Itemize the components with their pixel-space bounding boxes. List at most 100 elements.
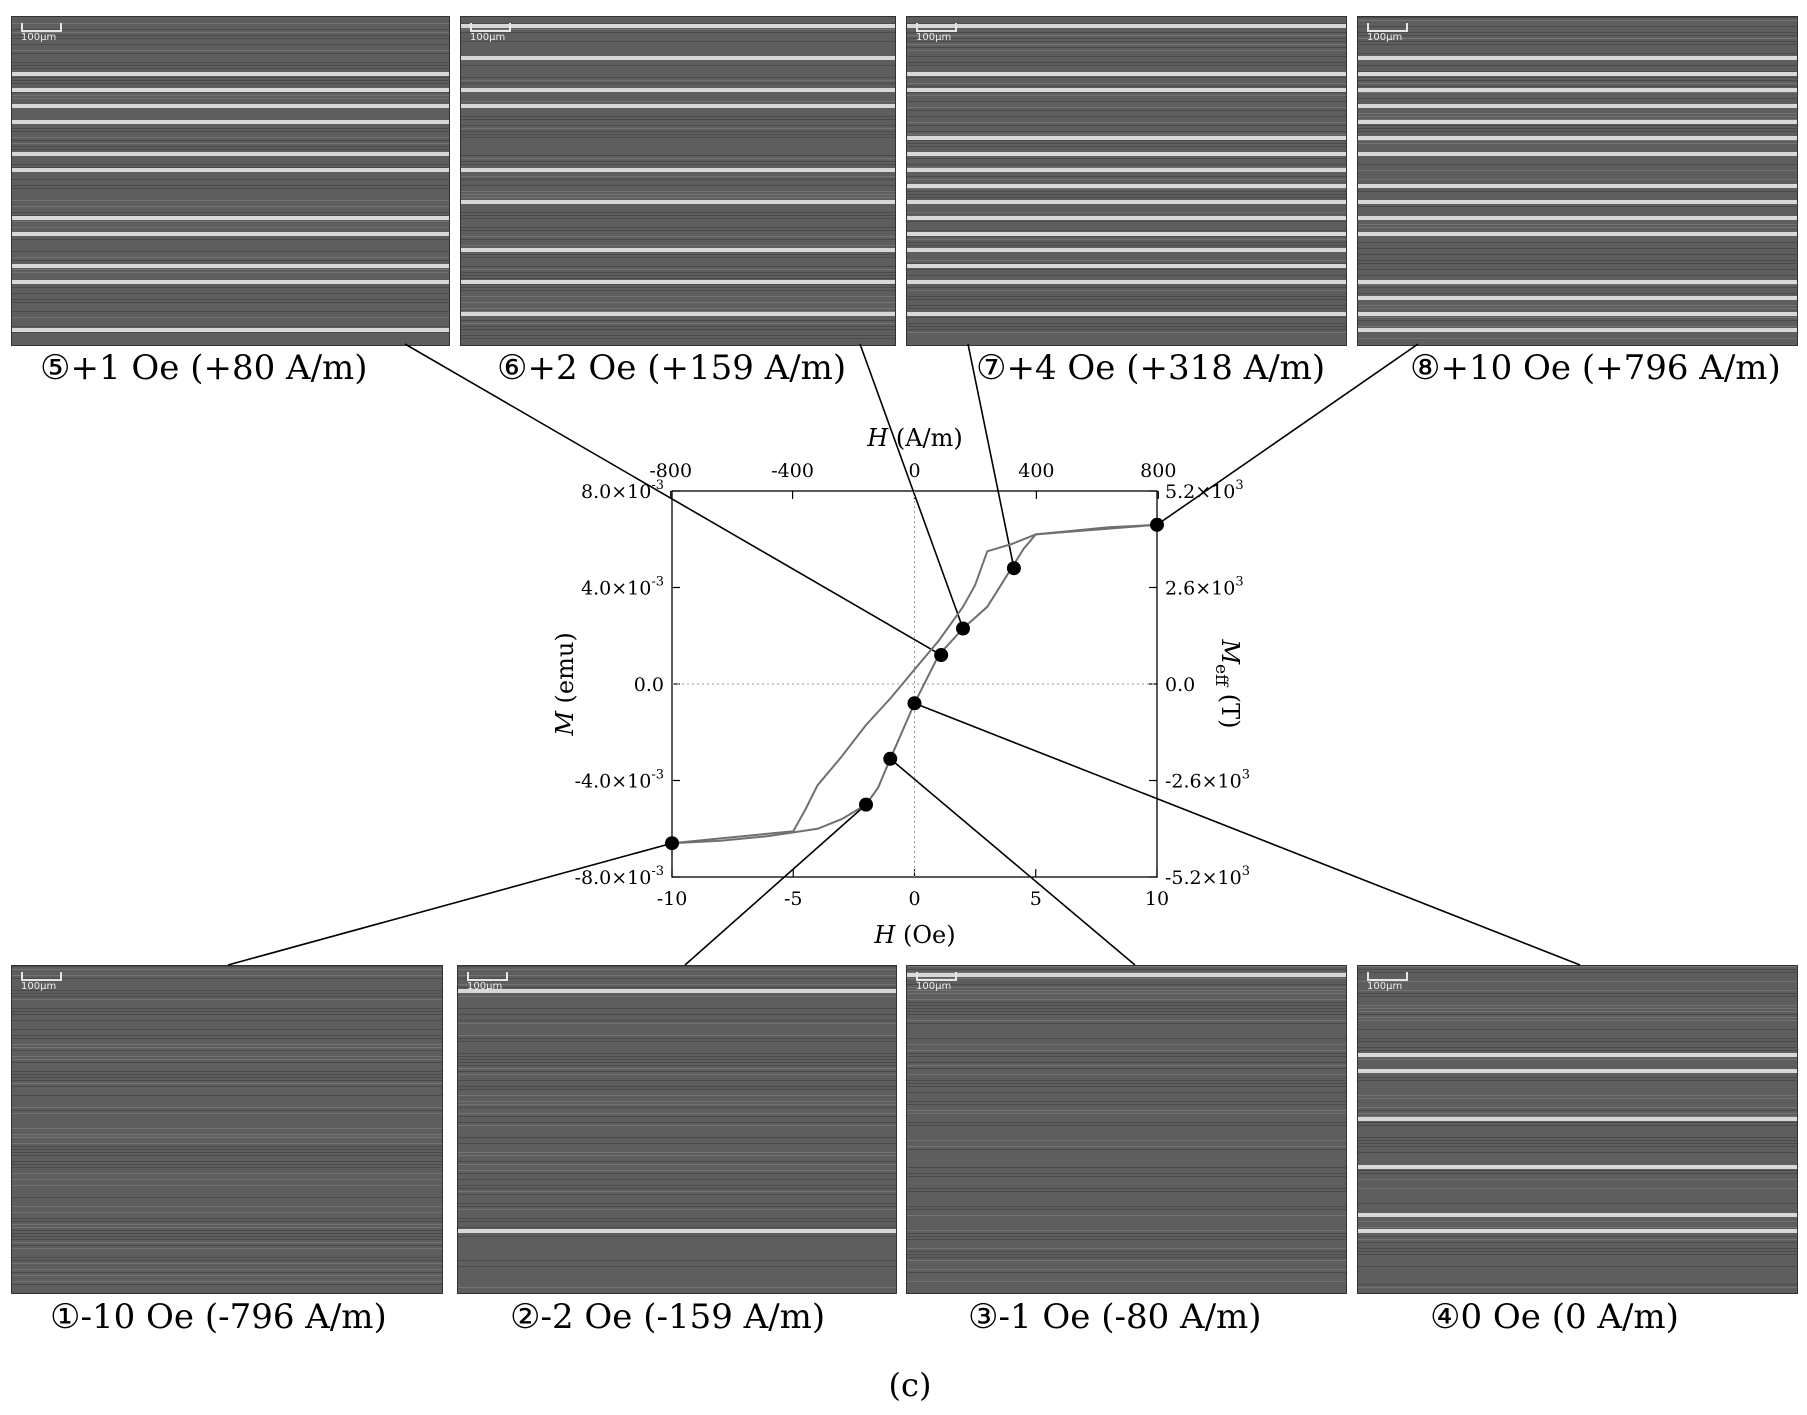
stripe-pattern: [461, 17, 895, 345]
stripe-pattern: [458, 966, 896, 1293]
bright-stripe: [907, 72, 1346, 76]
bright-stripe: [1358, 72, 1797, 76]
bright-stripe: [1358, 216, 1797, 220]
zero-lines: [672, 491, 1157, 877]
connector-p1: [227, 842, 673, 966]
connector-p6: [859, 343, 964, 629]
bright-stripe: [461, 24, 895, 28]
bright-stripe: [907, 184, 1346, 188]
bright-stripe: [907, 216, 1346, 220]
figure-label: (c): [888, 1366, 932, 1404]
stripe-pattern: [907, 966, 1346, 1293]
bright-stripe: [12, 72, 449, 76]
scale-label: 100μm: [470, 32, 506, 43]
bright-stripe: [1358, 1165, 1797, 1169]
bright-stripe: [907, 280, 1346, 284]
marker-p2: [859, 797, 873, 812]
caption-p8: ⑧+10 Oe (+796 A/m): [1410, 348, 1781, 388]
x-tick-label-top: -800: [649, 460, 692, 482]
bright-stripe: [907, 136, 1346, 140]
caption-p4: ④0 Oe (0 A/m): [1430, 1297, 1679, 1337]
y-tick-label-left: -8.0×10-3: [575, 864, 664, 889]
domain-image-p1: 100μm: [11, 965, 443, 1294]
scale-label: 100μm: [916, 981, 952, 992]
x-tick-label-bottom: -10: [657, 888, 688, 910]
bright-stripe: [907, 24, 1346, 28]
bright-stripe: [1358, 296, 1797, 300]
marker-p1: [665, 836, 679, 851]
domain-image-p7: 100μm: [906, 16, 1347, 346]
scale-bar: [21, 23, 62, 32]
bright-stripe: [907, 200, 1346, 204]
plot-frame: [671, 490, 1158, 878]
marker-p8: [1150, 517, 1164, 532]
bright-stripe: [907, 312, 1346, 316]
caption-p2: ②-2 Oe (-159 A/m): [510, 1297, 826, 1337]
axis-labels: H (A/m) H (Oe) M (emu) Meff (T): [551, 424, 1244, 949]
bright-stripe: [1358, 152, 1797, 156]
bright-stripe: [1358, 312, 1797, 316]
scale-label: 100μm: [21, 981, 57, 992]
bright-stripe: [1358, 200, 1797, 204]
bright-stripe: [461, 56, 895, 60]
caption-p3: ③-1 Oe (-80 A/m): [968, 1297, 1262, 1337]
caption-p1: ①-10 Oe (-796 A/m): [50, 1297, 387, 1337]
bright-stripe: [1358, 1117, 1797, 1121]
caption-p5: ⑤+1 Oe (+80 A/m): [40, 348, 368, 388]
bright-stripe: [12, 168, 449, 172]
y-tick-label-left: 8.0×10-3: [581, 478, 664, 503]
caption-p7: ⑦+4 Oe (+318 A/m): [976, 348, 1326, 388]
domain-image-p8: 100μm: [1357, 16, 1798, 346]
scale-bar: [916, 23, 957, 32]
bright-stripe: [907, 88, 1346, 92]
x-tick-label-bottom: 5: [1030, 888, 1042, 910]
bright-stripe: [458, 989, 896, 993]
bright-stripe: [461, 248, 895, 252]
bright-stripe: [461, 88, 895, 92]
caption-p6: ⑥+2 Oe (+159 A/m): [497, 348, 847, 388]
x-axis-label-bottom: H (Oe): [873, 921, 955, 949]
marker-p5: [934, 648, 949, 663]
x-tick-label-bottom: 10: [1145, 888, 1169, 910]
bright-stripe: [1358, 1069, 1797, 1073]
connector-p4: [914, 702, 1581, 966]
bright-stripe: [907, 248, 1346, 252]
connector-p2: [684, 804, 867, 966]
bright-stripe: [461, 312, 895, 316]
y-tick-label-left: -4.0×10-3: [575, 768, 664, 793]
bright-stripe: [458, 1229, 896, 1233]
bright-stripe: [1358, 328, 1797, 332]
x-tick-label-bottom: -5: [784, 888, 803, 910]
markers: [665, 517, 1164, 851]
bright-stripe: [1358, 184, 1797, 188]
marker-p4: [907, 696, 922, 711]
y-tick-label-right: 2.6×103: [1165, 575, 1244, 600]
scale-bar: [470, 23, 511, 32]
connector-p8: [1156, 343, 1419, 526]
x-tick-label-top: 400: [1018, 460, 1054, 482]
bright-stripe: [12, 328, 449, 332]
x-tick-label-top: 0: [908, 460, 920, 482]
scale-bar: [916, 972, 957, 981]
domain-image-p3: 100μm: [906, 965, 1347, 1294]
domain-image-p4: 100μm: [1357, 965, 1798, 1294]
bright-stripe: [461, 280, 895, 284]
bright-stripe: [461, 168, 895, 172]
stripe-pattern: [907, 17, 1346, 345]
tick-labels: -10 -5 0 5 10 -800 -400 0 400 800 8.0×10-3 4.0×10-3…: [575, 460, 1250, 910]
stripe-pattern: [12, 966, 442, 1293]
stripe-pattern: [1358, 966, 1797, 1293]
bright-stripe: [12, 216, 449, 220]
bright-stripe: [1358, 280, 1797, 284]
bright-stripe: [907, 973, 1346, 977]
bright-stripe: [12, 120, 449, 124]
bright-stripe: [907, 232, 1346, 236]
x-tick-label-top: 800: [1140, 460, 1176, 482]
scale-label: 100μm: [916, 32, 952, 43]
y-tick-label-left: 0.0: [634, 674, 664, 696]
y-tick-label-right: 5.2×103: [1165, 478, 1244, 503]
connector-p5: [404, 343, 942, 656]
bright-stripe: [1358, 136, 1797, 140]
bright-stripe: [907, 168, 1346, 172]
bright-stripe: [12, 104, 449, 108]
